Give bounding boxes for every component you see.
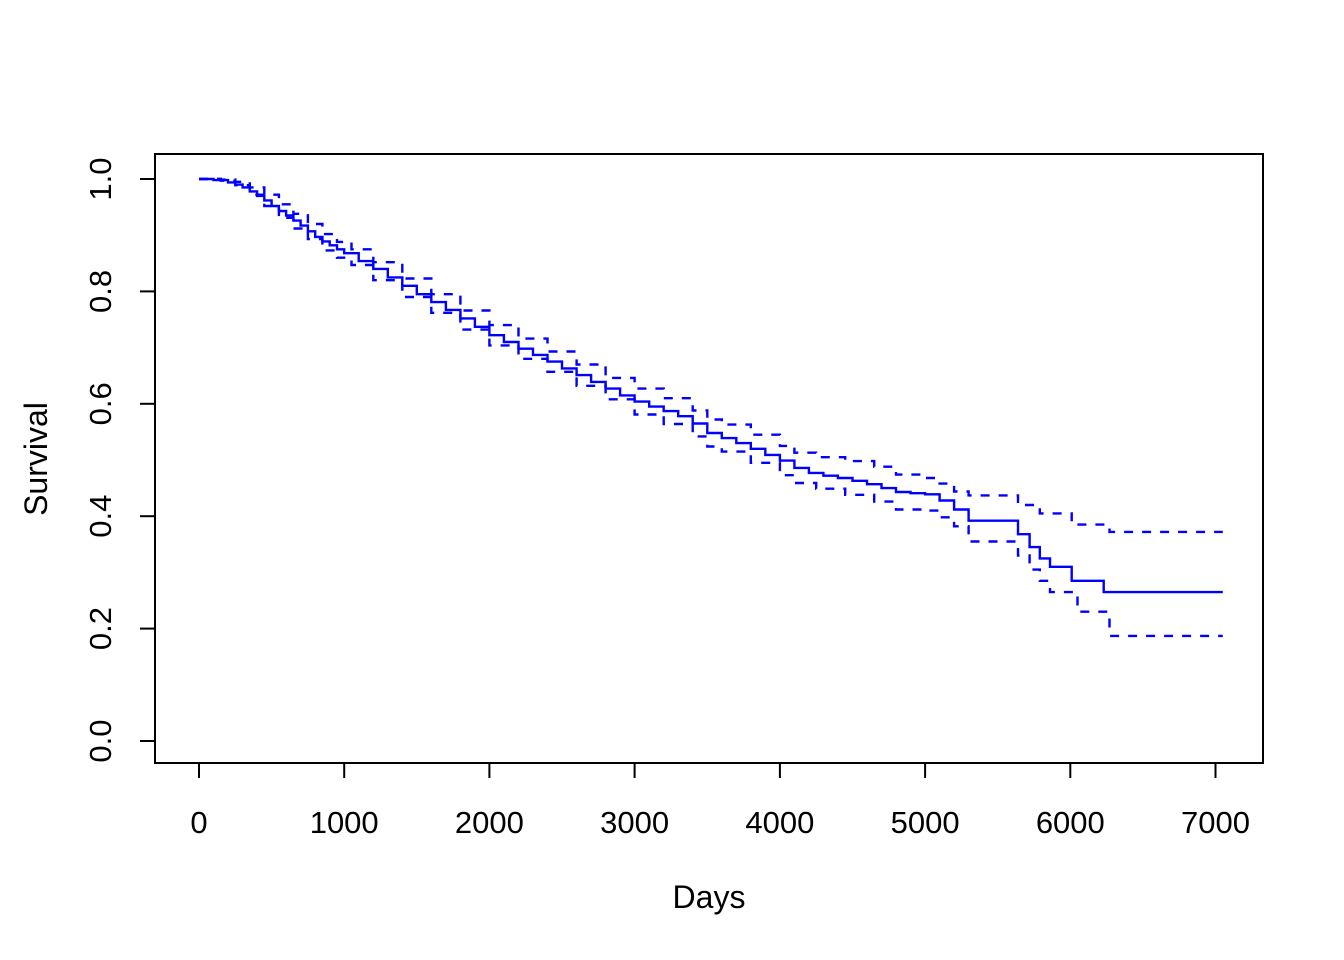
- y-tick-label: 1.0: [83, 157, 118, 200]
- y-tick-label: 0.0: [83, 719, 118, 762]
- upper-95ci-line: [199, 177, 1223, 534]
- x-tick-label: 3000: [600, 805, 669, 840]
- x-axis-title: Days: [672, 879, 746, 915]
- x-tick-label: 2000: [455, 805, 524, 840]
- y-axis-title: Survival: [18, 402, 54, 516]
- x-tick-label: 0: [190, 805, 207, 840]
- y-tick-label: 0.4: [83, 495, 118, 538]
- x-tick-label: 7000: [1181, 805, 1250, 840]
- x-tick-label: 4000: [745, 805, 814, 840]
- x-tick-label: 1000: [310, 805, 379, 840]
- lower-95ci-line: [199, 177, 1223, 638]
- y-tick-label: 0.2: [83, 607, 118, 650]
- survival-estimate-line: [199, 177, 1223, 594]
- y-tick-label: 0.6: [83, 382, 118, 425]
- x-tick-label: 6000: [1036, 805, 1105, 840]
- plot-box: [154, 153, 1264, 764]
- y-tick-label: 0.8: [83, 270, 118, 313]
- x-tick-label: 5000: [891, 805, 960, 840]
